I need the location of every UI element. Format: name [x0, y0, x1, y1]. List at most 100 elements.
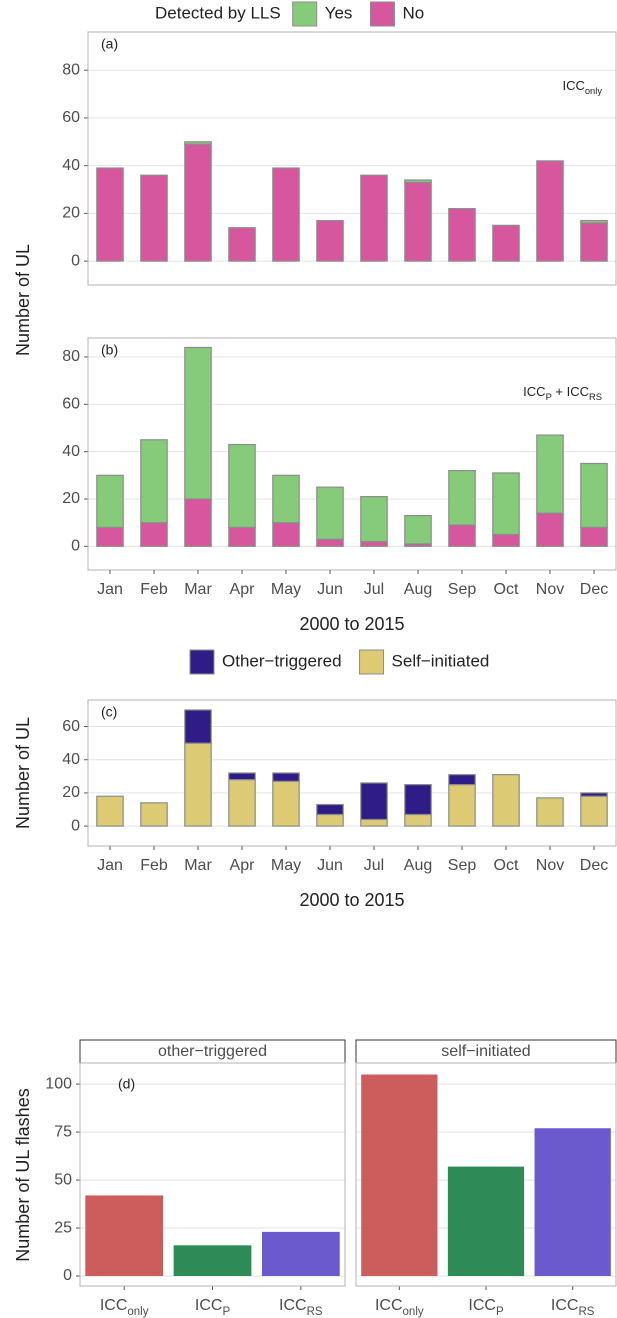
y-tick-label: 60	[62, 396, 80, 413]
y-axis-title: Number of UL	[13, 244, 33, 356]
panel-note: ICConly	[562, 78, 602, 96]
bar-segment	[580, 526, 608, 547]
x-tick-label: Apr	[230, 857, 256, 874]
x-tick-label: ICCRS	[551, 1297, 595, 1318]
strip-label: other−triggered	[158, 1043, 267, 1060]
bar-segment	[96, 167, 124, 262]
panel-note-part: ICC	[562, 78, 584, 93]
x-tick-label-part: P	[496, 1306, 504, 1318]
x-tick-label: May	[271, 581, 301, 598]
strip-label: self−initiated	[441, 1043, 530, 1060]
x-tick-label: Feb	[140, 581, 168, 598]
bar-segment	[448, 784, 476, 827]
x-tick-label: Jul	[364, 581, 384, 598]
y-tick-label: 40	[62, 751, 80, 768]
bar-segment	[140, 439, 168, 524]
bar-segment	[360, 818, 388, 827]
panel-border	[79, 1062, 346, 1287]
bar-segment	[360, 174, 388, 262]
legend-title: Detected by LLS	[155, 3, 281, 22]
y-tick-label: 100	[45, 1075, 72, 1092]
bar-segment	[96, 474, 124, 528]
x-tick-label-part: ICC	[100, 1297, 128, 1314]
x-tick-label-part: RS	[578, 1306, 594, 1318]
y-axis-title: Number of UL	[13, 717, 33, 829]
y-tick-label: 0	[71, 538, 80, 555]
bar-segment	[360, 496, 388, 543]
bar-segment	[536, 160, 564, 262]
x-tick-label: Aug	[404, 857, 432, 874]
bar-segment	[580, 792, 608, 797]
panel-border	[355, 1062, 617, 1287]
x-tick-label-part: only	[127, 1306, 148, 1318]
bar	[534, 1128, 611, 1277]
x-axis-title: 2000 to 2015	[299, 614, 404, 634]
x-tick-label: Dec	[580, 857, 608, 874]
bar-segment	[448, 208, 476, 262]
bar-segment	[404, 813, 432, 827]
bar-segment	[316, 803, 344, 816]
bar-segment	[404, 181, 432, 262]
x-tick-label: Jul	[364, 857, 384, 874]
bar	[261, 1231, 340, 1277]
bar-segment	[492, 774, 520, 827]
y-tick-label: 0	[71, 817, 80, 834]
panel-border	[87, 31, 617, 286]
bar-segment	[228, 227, 256, 262]
panel-note-part: P	[546, 392, 552, 402]
y-tick-label: 60	[62, 718, 80, 735]
y-tick-label: 20	[62, 490, 80, 507]
bar-segment	[272, 474, 300, 524]
x-tick-label-part: ICC	[375, 1297, 403, 1314]
y-tick-label: 0	[71, 252, 80, 269]
x-tick-label-part: P	[222, 1306, 230, 1318]
legend-label: Yes	[325, 3, 353, 22]
y-tick-label: 50	[54, 1171, 72, 1188]
legend-swatch	[359, 649, 385, 675]
bar-segment	[184, 346, 212, 500]
bar-segment	[184, 742, 212, 827]
bar-segment	[96, 526, 124, 547]
x-tick-label: Sep	[448, 581, 477, 598]
y-tick-label: 0	[63, 1267, 72, 1284]
legend-label: Other−triggered	[222, 651, 342, 670]
x-tick-label: Feb	[140, 857, 168, 874]
y-tick-label: 75	[54, 1123, 72, 1140]
y-tick-label: 25	[54, 1219, 72, 1236]
legend-label: No	[402, 3, 424, 22]
bar-segment	[140, 802, 168, 827]
bar-segment	[492, 533, 520, 547]
bar-segment	[360, 540, 388, 547]
x-tick-label: Aug	[404, 581, 432, 598]
panel-note-part: + ICC	[552, 384, 589, 399]
bar-segment	[228, 772, 256, 781]
bar-segment	[580, 462, 608, 528]
bar	[85, 1195, 164, 1277]
x-axis-title: 2000 to 2015	[299, 890, 404, 910]
bar-segment	[228, 443, 256, 528]
bar-segment	[316, 219, 344, 262]
bar-segment	[272, 167, 300, 262]
bar-segment	[448, 469, 476, 526]
bar-segment	[448, 524, 476, 547]
y-tick-label: 20	[62, 784, 80, 801]
panel-tag: (a)	[101, 36, 118, 52]
legend-swatch	[189, 649, 215, 675]
x-tick-label-part: ICC	[195, 1297, 223, 1314]
x-tick-label: Jun	[317, 581, 343, 598]
legend-swatch	[369, 1, 395, 27]
x-tick-label: Oct	[494, 857, 519, 874]
bar-segment	[492, 224, 520, 262]
bar-segment	[140, 174, 168, 262]
bar-segment	[536, 797, 564, 827]
panel-border	[87, 337, 617, 571]
bar-segment	[580, 219, 608, 224]
x-tick-label: Oct	[494, 581, 519, 598]
x-tick-label-part: only	[403, 1306, 424, 1318]
panel-tag: (d)	[118, 1076, 135, 1092]
bar-segment	[580, 222, 608, 262]
x-tick-label: ICConly	[100, 1297, 149, 1318]
x-tick-label: Mar	[184, 857, 212, 874]
y-tick-label: 80	[62, 348, 80, 365]
